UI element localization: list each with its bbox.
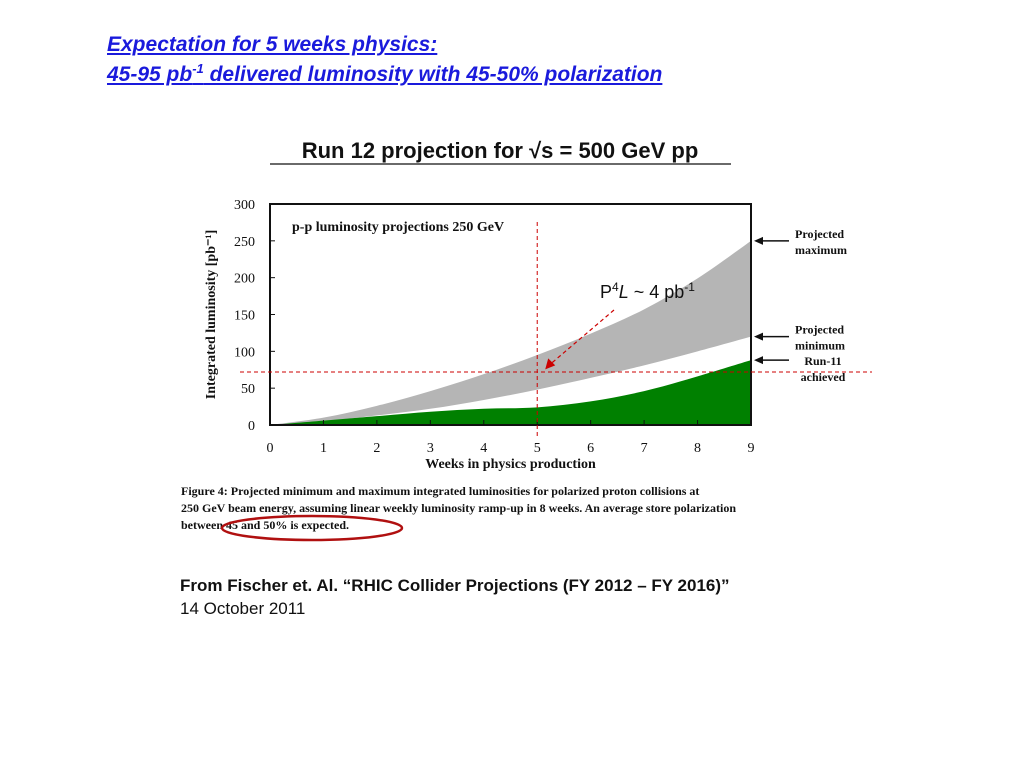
x-tick-label: 7	[641, 441, 648, 456]
caption-line-3: between 45 and 50% is expected.	[181, 518, 349, 532]
x-axis-label: Weeks in physics production	[425, 457, 596, 472]
chart-title: Run 12 projection for √s = 500 GeV pp	[302, 138, 699, 163]
x-tick-label: 4	[480, 441, 487, 456]
y-tick-label: 200	[234, 272, 255, 287]
x-tick-label: 0	[267, 441, 274, 456]
header-line-2-post: delivered luminosity with 45-50% polariz…	[203, 63, 663, 86]
header-line-2-pre: 45-95 pb	[107, 63, 193, 86]
x-tick-label: 2	[373, 441, 380, 456]
right-label-text: Projected	[795, 323, 844, 337]
y-tick-label: 50	[241, 382, 255, 397]
y-tick-label: 150	[234, 309, 255, 324]
source-citation: From Fischer et. Al. “RHIC Collider Proj…	[180, 576, 730, 595]
right-label-arrowhead	[754, 236, 763, 245]
x-tick-label: 9	[748, 441, 755, 456]
caption-line-2: 250 GeV beam energy, assuming linear wee…	[181, 501, 736, 515]
callout-arrowhead	[545, 358, 556, 370]
x-tick-label: 5	[534, 441, 541, 456]
header-line-2: 45-95 pb-1 delivered luminosity with 45-…	[107, 61, 663, 87]
header-line-1: Expectation for 5 weeks physics:	[107, 33, 438, 56]
highlight-ellipse	[220, 514, 404, 542]
y-tick-label: 250	[234, 235, 255, 250]
inner-title: p-p luminosity projections 250 GeV	[292, 220, 504, 235]
y-tick-label: 100	[234, 345, 255, 360]
right-label-arrowhead	[754, 356, 763, 365]
right-label-arrowhead	[754, 332, 763, 341]
y-tick-label: 0	[248, 419, 255, 434]
plot-area: 0 1 2 3 4 5 6 7 8 9 0 50 100 150 200 250 300 Weeks in phy…	[204, 198, 872, 472]
right-label-text: maximum	[795, 243, 847, 257]
y-tick-label: 300	[234, 198, 255, 213]
y-axis-label: Integrated luminosity [pb⁻¹]	[204, 230, 219, 399]
source-date: 14 October 2011	[180, 599, 306, 618]
x-tick-label: 3	[427, 441, 434, 456]
callout-label: P4L ~ 4 pb-1	[600, 280, 695, 302]
x-tick-label: 8	[694, 441, 701, 456]
right-label-text: achieved	[801, 370, 846, 384]
header-line-2-sup: -1	[192, 61, 204, 76]
right-label-text: Run-11	[804, 354, 841, 368]
caption-line-1: Figure 4: Projected minimum and maximum …	[181, 484, 699, 498]
x-tick-label: 6	[587, 441, 594, 456]
area-series-3	[270, 360, 751, 425]
right-label-text: minimum	[795, 339, 845, 353]
x-tick-label: 1	[320, 441, 327, 456]
right-label-text: Projected	[795, 227, 844, 241]
